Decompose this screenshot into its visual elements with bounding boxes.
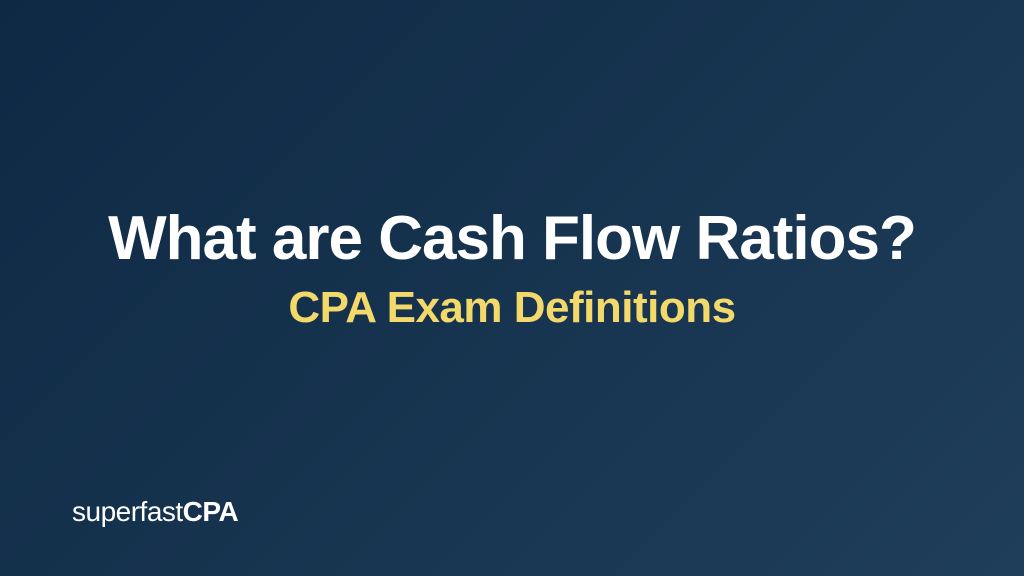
content-block: What are Cash Flow Ratios? CPA Exam Defi… bbox=[108, 203, 916, 332]
logo-suffix: CPA bbox=[183, 496, 239, 527]
title-slide: What are Cash Flow Ratios? CPA Exam Defi… bbox=[0, 0, 1024, 576]
logo-prefix: superfast bbox=[72, 496, 183, 527]
slide-title: What are Cash Flow Ratios? bbox=[108, 203, 916, 274]
slide-subtitle: CPA Exam Definitions bbox=[108, 283, 916, 333]
brand-logo: superfastCPA bbox=[72, 496, 238, 528]
